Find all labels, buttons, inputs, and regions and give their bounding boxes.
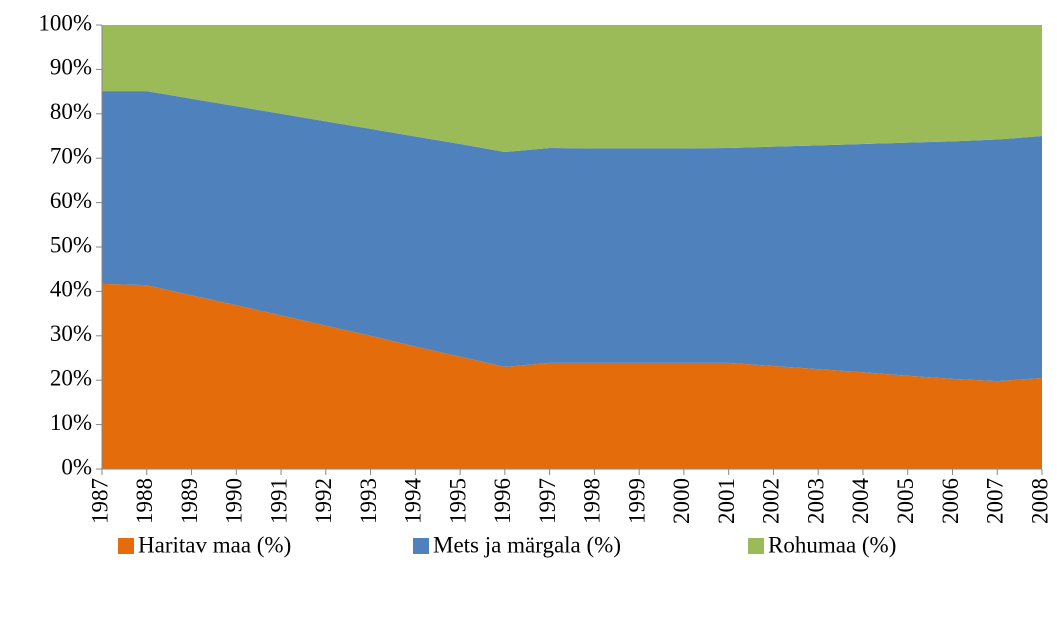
x-tick-label: 1988 <box>132 478 157 524</box>
x-tick-label: 1997 <box>535 478 560 524</box>
y-tick-label: 0% <box>61 454 92 479</box>
x-tick-label: 1996 <box>490 478 515 524</box>
y-tick-label: 20% <box>50 365 92 390</box>
x-tick-label: 1994 <box>401 478 426 525</box>
legend-swatch <box>413 538 429 554</box>
x-tick-label: 1990 <box>222 478 247 524</box>
y-tick-label: 80% <box>50 99 92 124</box>
legend-label: Rohumaa (%) <box>768 532 896 557</box>
x-tick-label: 2001 <box>714 478 739 524</box>
x-tick-label: 1991 <box>266 478 291 524</box>
area <box>102 91 1042 382</box>
x-tick-label: 2003 <box>803 478 828 524</box>
area <box>102 25 1042 152</box>
x-tick-label: 2004 <box>848 478 873 525</box>
x-tick-label: 2005 <box>893 478 918 524</box>
x-tick-label: 1999 <box>624 478 649 524</box>
y-tick-label: 60% <box>50 188 92 213</box>
x-tick-label: 2008 <box>1027 478 1052 524</box>
x-tick-label: 1993 <box>356 478 381 524</box>
y-tick-label: 90% <box>50 55 92 80</box>
y-tick-label: 50% <box>50 232 92 257</box>
x-tick-label: 2006 <box>938 478 963 524</box>
y-tick-label: 40% <box>50 277 92 302</box>
x-tick-label: 2002 <box>759 478 784 524</box>
legend-label: Mets ja märgala (%) <box>433 532 621 557</box>
x-tick-label: 1987 <box>87 478 112 524</box>
x-tick-label: 2000 <box>669 478 694 524</box>
legend-label: Haritav maa (%) <box>138 532 291 557</box>
x-tick-label: 1998 <box>580 478 605 524</box>
y-tick-label: 10% <box>50 410 92 435</box>
x-tick-label: 1995 <box>445 478 470 524</box>
y-tick-label: 100% <box>38 10 92 35</box>
area <box>102 283 1042 469</box>
y-tick-label: 70% <box>50 143 92 168</box>
y-tick-label: 30% <box>50 321 92 346</box>
x-tick-label: 1989 <box>177 478 202 524</box>
legend-swatch <box>118 538 134 554</box>
legend-swatch <box>748 538 764 554</box>
x-tick-label: 1992 <box>311 478 336 524</box>
x-tick-label: 2007 <box>983 478 1008 524</box>
